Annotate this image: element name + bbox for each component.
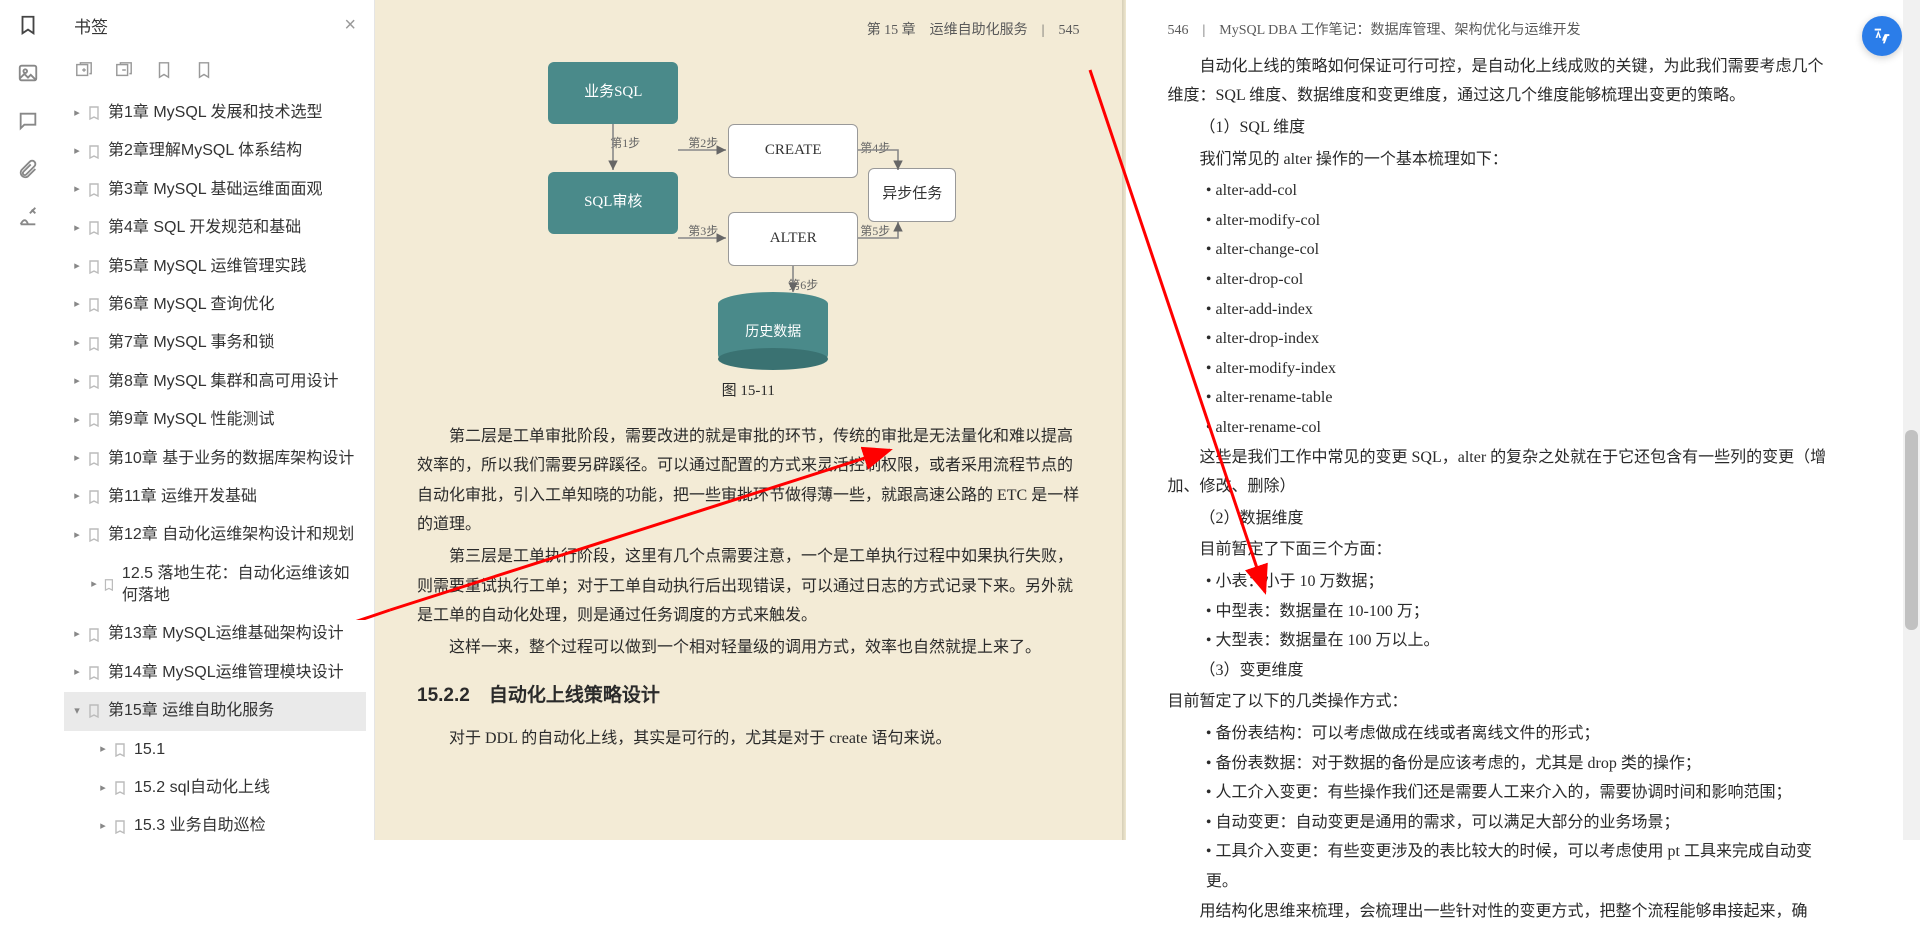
paragraph: 第三层是工单执行阶段，这里有几个点需要注意，一个是工单执行过程中如果执行失败，则… — [417, 542, 1080, 631]
list-item: alter-modify-col — [1206, 206, 1830, 236]
page-header-right: 546 | MySQL DBA 工作笔记：数据库管理、架构优化与运维开发 — [1168, 18, 1831, 44]
paragraph: 我们常见的 alter 操作的一个基本梳理如下： — [1168, 145, 1831, 175]
bookmark-icon[interactable] — [15, 12, 41, 38]
list-item: alter-add-col — [1206, 176, 1830, 206]
translate-button[interactable] — [1862, 16, 1902, 56]
image-icon[interactable] — [15, 60, 41, 86]
section-heading: 15.2.2 自动化上线策略设计 — [417, 678, 1080, 713]
attach-icon[interactable] — [15, 156, 41, 182]
toc-item[interactable]: ▸第10章 基于业务的数据库架构设计 — [64, 440, 366, 478]
scrollbar-thumb[interactable] — [1905, 430, 1918, 630]
list-item: alter-rename-col — [1206, 413, 1830, 443]
paragraph: 目前暂定了以下的几类操作方式： — [1168, 687, 1831, 717]
paragraph: 这样一来，整个过程可以做到一个相对轻量级的调用方式，效率也自然就提上来了。 — [417, 633, 1080, 663]
list-item: 中型表：数据量在 10-100 万； — [1206, 597, 1830, 627]
list-item: 大型表：数据量在 100 万以上。 — [1206, 626, 1830, 656]
list-item: alter-add-index — [1206, 295, 1830, 325]
list-item: alter-change-col — [1206, 235, 1830, 265]
toc-item[interactable]: ▸12.5 落地生花：自动化运维该如何落地 — [64, 555, 366, 616]
page-header-left: 第 15 章 运维自助化服务 | 545 — [417, 18, 1080, 44]
reader: 第 15 章 运维自助化服务 | 545 业务SQL SQL审核 CREATE … — [375, 0, 1872, 840]
sign-icon[interactable] — [15, 204, 41, 230]
paragraph: 自动化上线的策略如何保证可行可控，是自动化上线成败的关键，为此我们需要考虑几个维… — [1168, 52, 1831, 111]
paragraph: 目前暂定了下面三个方面： — [1168, 535, 1831, 565]
page-left: 第 15 章 运维自助化服务 | 545 业务SQL SQL审核 CREATE … — [375, 0, 1122, 840]
toc-item[interactable]: ▸第14章 MySQL运维管理模块设计 — [64, 654, 366, 692]
toc-item[interactable]: ▸15.2 sql自动化上线 — [64, 769, 366, 807]
dim-title: （3）变更维度 — [1168, 656, 1831, 686]
figure-caption: 图 15-11 — [417, 378, 1080, 406]
collapse-all-icon[interactable] — [114, 60, 134, 80]
expand-all-icon[interactable] — [74, 60, 94, 80]
dim-title: （1）SQL 维度 — [1168, 113, 1831, 143]
toc-item[interactable]: ▸第1章 MySQL 发展和技术选型 — [64, 94, 366, 132]
alter-list: alter-add-colalter-modify-colalter-chang… — [1206, 176, 1830, 442]
toc-item[interactable]: ▸第4章 SQL 开发规范和基础 — [64, 209, 366, 247]
toc-item[interactable]: ▸第6章 MySQL 查询优化 — [64, 286, 366, 324]
list-item: 人工介入变更：有些操作我们还是需要人工来介入的，需要协调时间和影响范围； — [1206, 778, 1830, 808]
dim-title: （2）数据维度 — [1168, 504, 1831, 534]
toc-item[interactable]: ▸第2章理解MySQL 体系结构 — [64, 132, 366, 170]
size-list: 小表：小于 10 万数据；中型表：数据量在 10-100 万；大型表：数据量在 … — [1206, 567, 1830, 656]
bookmark-add-icon[interactable] — [154, 60, 174, 80]
toc-item[interactable]: ▸第8章 MySQL 集群和高可用设计 — [64, 363, 366, 401]
list-item: 工具介入变更：有些变更涉及的表比较大的时候，可以考虑使用 pt 工具来完成自动变… — [1206, 837, 1830, 896]
toc-item[interactable]: ▸第11章 运维开发基础 — [64, 478, 366, 516]
page-right: 546 | MySQL DBA 工作笔记：数据库管理、架构优化与运维开发 自动化… — [1126, 0, 1873, 840]
list-item: alter-drop-col — [1206, 265, 1830, 295]
paragraph: 对于 DDL 的自动化上线，其实是可行的，尤其是对于 create 语句来说。 — [417, 724, 1080, 754]
toc-item[interactable]: ▸15.3 业务自助巡检 — [64, 807, 366, 840]
toc-item[interactable]: ▸第3章 MySQL 基础运维面面观 — [64, 171, 366, 209]
ops-list: 备份表结构：可以考虑做成在线或者离线文件的形式；备份表数据：对于数据的备份是应该… — [1206, 719, 1830, 897]
scrollbar[interactable] — [1903, 0, 1920, 840]
list-item: alter-rename-table — [1206, 383, 1830, 413]
comment-icon[interactable] — [15, 108, 41, 134]
bookmarks-sidebar: 书签 × ▸第1章 MySQL 发展和技术选型▸第2章理解MySQL 体系结构▸… — [56, 0, 375, 840]
toc-item[interactable]: ▸第13章 MySQL运维基础架构设计 — [64, 615, 366, 653]
toc-item[interactable]: ▸第7章 MySQL 事务和锁 — [64, 324, 366, 362]
paragraph: 用结构化思维来梳理，会梳理出一些针对性的变更方式，把整个流程能够串接起来，确 — [1168, 897, 1831, 926]
toc-item[interactable]: ▸第5章 MySQL 运维管理实践 — [64, 248, 366, 286]
list-item: 小表：小于 10 万数据； — [1206, 567, 1830, 597]
sidebar-title: 书签 — [74, 13, 108, 38]
toc-item[interactable]: ▸第12章 自动化运维架构设计和规划 — [64, 516, 366, 554]
paragraph: 第二层是工单审批阶段，需要改进的就是审批的环节，传统的审批是无法量化和难以提高效… — [417, 422, 1080, 540]
toc-item[interactable]: ▾第15章 运维自助化服务 — [64, 692, 366, 730]
paragraph: 这些是我们工作中常见的变更 SQL，alter 的复杂之处就在于它还包含有一些列… — [1168, 443, 1831, 502]
toc-list: ▸第1章 MySQL 发展和技术选型▸第2章理解MySQL 体系结构▸第3章 M… — [56, 90, 374, 840]
list-item: alter-drop-index — [1206, 324, 1830, 354]
figure-15-11: 业务SQL SQL审核 CREATE ALTER 异步任务 历史数据 第1步 第… — [538, 52, 958, 372]
toc-item[interactable]: ▸第9章 MySQL 性能测试 — [64, 401, 366, 439]
toc-item[interactable]: ▸15.1 — [64, 731, 366, 769]
list-item: 自动变更：自动变更是通用的需求，可以满足大部分的业务场景； — [1206, 808, 1830, 838]
bookmark-outline-icon[interactable] — [194, 60, 214, 80]
close-icon[interactable]: × — [344, 14, 356, 37]
list-item: alter-modify-index — [1206, 354, 1830, 384]
list-item: 备份表结构：可以考虑做成在线或者离线文件的形式； — [1206, 719, 1830, 749]
list-item: 备份表数据：对于数据的备份是应该考虑的，尤其是 drop 类的操作； — [1206, 749, 1830, 779]
